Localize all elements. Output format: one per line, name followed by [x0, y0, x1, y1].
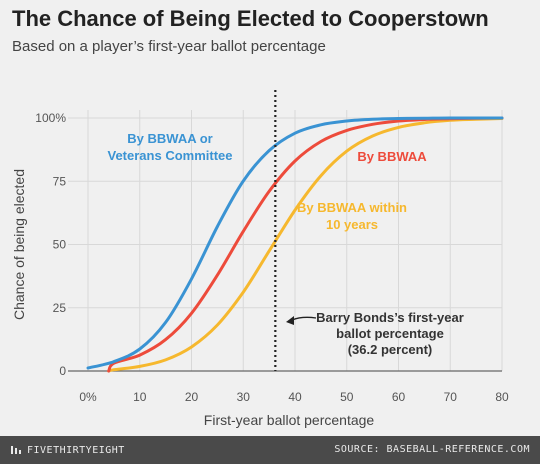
x-tick-label: 30 [237, 390, 251, 404]
brand: FIVETHIRTYEIGHT [10, 444, 125, 456]
x-tick-label: 80 [495, 390, 509, 404]
series-label-bbwaa-or-veterans: Veterans Committee [108, 148, 233, 163]
reference-label: Barry Bonds’s first-year [316, 310, 464, 325]
chart-subtitle: Based on a player’s first-year ballot pe… [12, 38, 326, 55]
x-tick-label: 20 [185, 390, 199, 404]
x-tick-label: 40 [288, 390, 302, 404]
y-tick-label: 0 [59, 364, 66, 378]
series-line-bbwaa-or-veterans [86, 116, 504, 370]
line-chart: 0 25 50 75 100% Chance of being elected 0% 10 2… [11, 90, 509, 428]
fivethirtyeight-logo-icon [11, 446, 21, 454]
y-axis: 0 25 50 75 100% Chance of being elected [11, 111, 66, 378]
brand-name: FIVETHIRTYEIGHT [27, 444, 125, 456]
footer-bar: FIVETHIRTYEIGHT SOURCE: BASEBALL-REFEREN… [0, 436, 540, 464]
chart-title: The Chance of Being Elected to Coopersto… [12, 6, 489, 31]
x-tick-label: 10 [133, 390, 147, 404]
series-label-bbwaa-or-veterans: By BBWAA or [127, 131, 212, 146]
series-labels: By BBWAA or Veterans Committee By BBWAA By … [108, 131, 428, 232]
series-lines [86, 116, 504, 373]
reference-label: ballot percentage [336, 326, 444, 341]
x-tick-label: 50 [340, 390, 354, 404]
series-label-bbwaa-within-10-years: By BBWAA within [297, 200, 407, 215]
y-tick-label: 75 [53, 174, 67, 188]
source-credit: SOURCE: BASEBALL-REFERENCE.COM [334, 444, 530, 455]
series-label-bbwaa-within-10-years: 10 years [326, 217, 378, 232]
series-label-bbwaa: By BBWAA [357, 149, 427, 164]
x-tick-label: 0% [79, 390, 97, 404]
reference-label: (36.2 percent) [348, 342, 433, 357]
x-axis: 0% 10 20 30 40 50 60 70 80 First-year ballot perc… [79, 390, 509, 428]
annotation-arrow [291, 316, 317, 321]
x-tick-label: 70 [444, 390, 458, 404]
series-line-bbwaa-within-10-years [107, 117, 504, 373]
x-axis-title: First-year ballot percentage [204, 412, 375, 428]
y-tick-label: 25 [53, 301, 67, 315]
y-tick-label: 100% [35, 111, 66, 125]
x-tick-label: 60 [392, 390, 406, 404]
annotation-arrowhead-icon [286, 316, 294, 325]
y-tick-label: 50 [53, 238, 67, 252]
grid-lines [68, 110, 503, 372]
y-axis-title: Chance of being elected [11, 169, 27, 320]
